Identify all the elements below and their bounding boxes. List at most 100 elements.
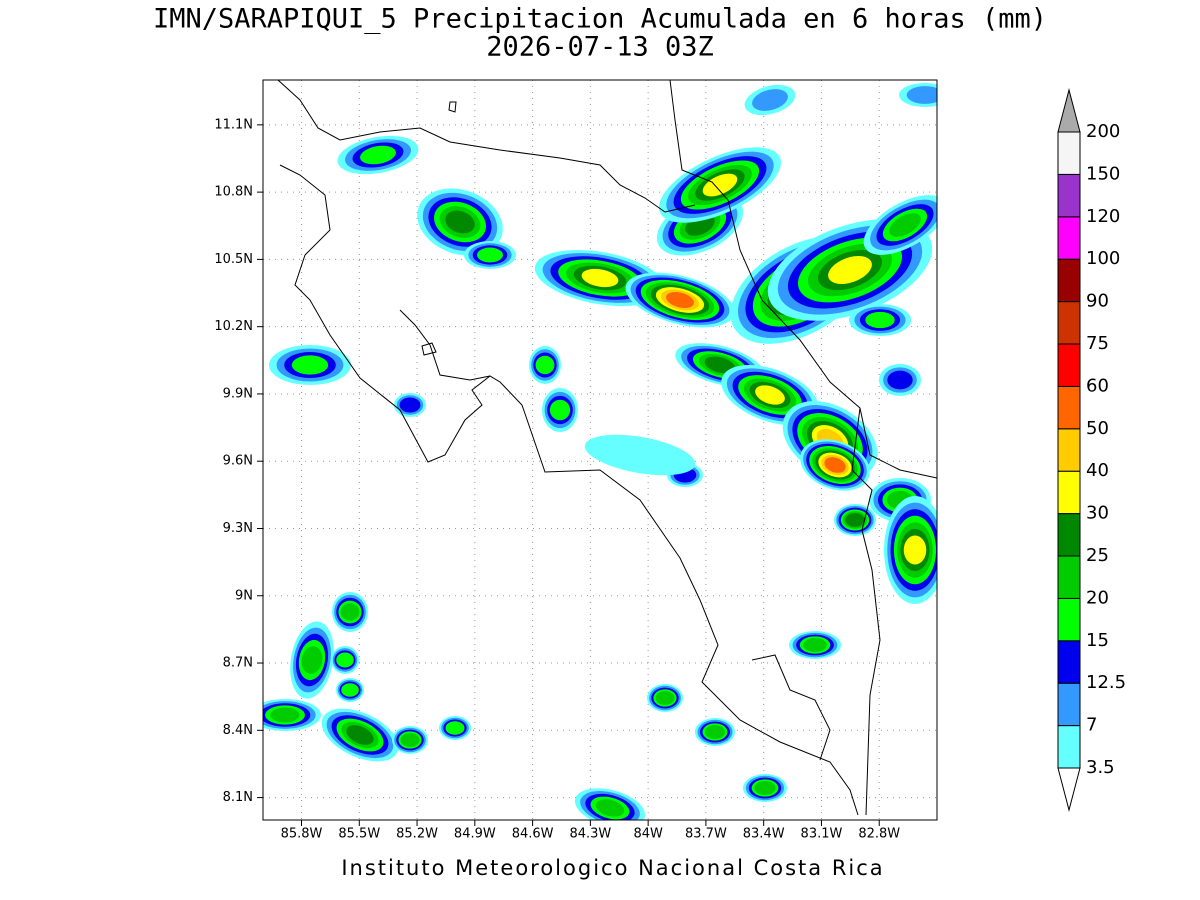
precip-contour: [824, 457, 846, 473]
y-tick-label: 9N: [235, 588, 253, 603]
colorbar-label: 75: [1086, 333, 1109, 354]
axes: 85.8W 85.5W 85.2W 84.9W 84.6W 84.3W 84W 83.7W 83…: [214, 117, 900, 841]
colorbar-segment: [1057, 343, 1081, 387]
precip-contour: [865, 311, 895, 329]
colorbar-label: 20: [1086, 587, 1109, 608]
coastline: [399, 309, 491, 381]
x-tick-label: 83.1W: [801, 827, 843, 842]
precip-contour: [340, 603, 360, 621]
title: IMN/SARAPIQUI_5 Precipitacion Acumulada …: [153, 4, 1047, 35]
colorbar-segment: [1057, 385, 1081, 430]
colorbar-segment: [1057, 428, 1081, 472]
colorbar-label: 60: [1086, 375, 1109, 396]
y-tick-label: 8.4N: [223, 723, 253, 738]
x-tick-label: 84.6W: [512, 827, 554, 842]
x-tick-label: 82.8W: [858, 827, 900, 842]
colorbar-label: 100: [1086, 248, 1120, 269]
y-tick-label: 10.5N: [214, 252, 253, 267]
precip-contour: [754, 781, 776, 795]
y-tick-label: 8.1N: [223, 790, 253, 805]
precip-contour: [906, 86, 937, 104]
precip-contour: [581, 268, 619, 288]
coastline: [279, 164, 859, 816]
coastline: [448, 101, 457, 113]
y-tick-label: 10.2N: [214, 319, 253, 334]
colorbar-label: 150: [1086, 163, 1120, 184]
colorbar-label: 200: [1086, 121, 1120, 142]
precip-contour: [477, 247, 503, 263]
precip-contour: [704, 356, 736, 374]
y-tick-label: 9.9N: [223, 386, 253, 401]
y-tick-label: 9.6N: [223, 454, 253, 469]
precip-contour: [291, 355, 329, 375]
precip-contour: [705, 725, 725, 739]
colorbar-segment: [1057, 640, 1081, 684]
precip-contour: [270, 707, 300, 723]
colorbar-segment: [1057, 173, 1081, 218]
colorbar-under: [1057, 767, 1081, 812]
precip-contour: [903, 535, 927, 565]
precip-contour: [399, 397, 421, 413]
precip-contour: [752, 89, 788, 111]
precipitation-field: [263, 83, 937, 820]
colorbar-segment: [1057, 258, 1081, 303]
colorbar: 3.5 7 12.5 15 20 25 30 40 50 60 75 90 100 120 150 200: [1057, 88, 1126, 812]
colorbar-label: 50: [1086, 418, 1109, 439]
x-tick-label: 85.8W: [281, 827, 323, 842]
x-tick-label: 84W: [633, 827, 663, 842]
precip-contour: [828, 255, 872, 285]
colorbar-label: 12.5: [1086, 672, 1126, 693]
colorbar-segment: [1057, 682, 1081, 727]
map-frame: [262, 79, 938, 821]
precip-contour: [346, 725, 374, 745]
colorbar-segment: [1057, 555, 1081, 599]
border: [851, 407, 881, 816]
footer: Instituto Meteorologico Nacional Costa R…: [341, 856, 884, 880]
coastline: [751, 654, 831, 761]
colorbar-segment: [1057, 513, 1081, 557]
precip-contour: [845, 513, 865, 527]
precip-contour: [655, 691, 675, 705]
precip-contour: [595, 799, 625, 817]
coastline: [277, 80, 696, 213]
x-tick-label: 84.3W: [569, 827, 611, 842]
precip-contour: [535, 355, 555, 375]
precip-contour: [887, 370, 913, 390]
colorbar-label: 3.5: [1086, 757, 1115, 778]
precip-contour: [336, 652, 354, 668]
colorbar-label: 15: [1086, 630, 1109, 651]
colorbar-label: 7: [1086, 715, 1097, 736]
colorbar-label: 40: [1086, 460, 1109, 481]
colorbar-segment: [1057, 597, 1081, 642]
y-tick-label: 11.1N: [214, 117, 253, 132]
precip-contour: [360, 145, 396, 165]
x-tick-label: 83.7W: [685, 827, 727, 842]
x-tick-label: 83.4W: [743, 827, 785, 842]
y-tick-label: 8.7N: [223, 656, 253, 671]
precip-contour: [666, 292, 694, 308]
colorbar-segment: [1057, 470, 1081, 515]
precip-contour: [549, 399, 571, 421]
precip-contour: [445, 721, 465, 735]
precip-contour: [445, 210, 475, 234]
precip-contour: [301, 646, 323, 674]
colorbar-label: 25: [1086, 545, 1109, 566]
precip-contour: [755, 385, 785, 405]
precip-contour: [702, 173, 738, 197]
colorbar-label: 90: [1086, 291, 1109, 312]
colorbar-label: 120: [1086, 206, 1120, 227]
precip-contour: [341, 683, 359, 697]
subtitle: 2026-07-13 03Z: [486, 32, 714, 63]
x-tick-label: 85.5W: [338, 827, 380, 842]
x-tick-label: 84.9W: [454, 827, 496, 842]
colorbar-segment: [1057, 725, 1081, 769]
colorbar-segment: [1057, 216, 1081, 260]
colorbar-label: 30: [1086, 503, 1109, 524]
coastline: [669, 80, 937, 479]
precip-contour: [889, 213, 921, 237]
y-tick-label: 9.3N: [223, 521, 253, 536]
colorbar-segment: [1057, 131, 1081, 175]
coastline: [421, 342, 437, 356]
y-tick-label: 10.8N: [214, 185, 253, 200]
